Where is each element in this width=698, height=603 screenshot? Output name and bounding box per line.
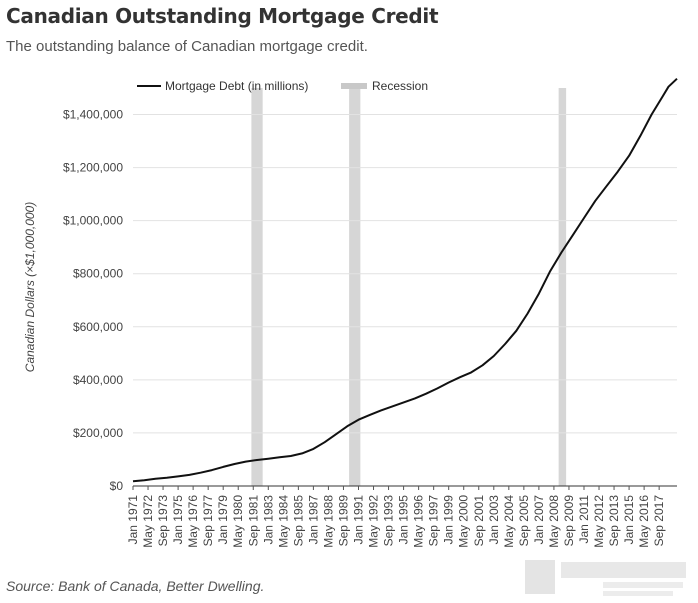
x-tick-label: Jan 2007 xyxy=(532,495,546,545)
y-tick-label: $400,000 xyxy=(73,373,123,387)
y-tick-label: $200,000 xyxy=(73,426,123,440)
gridlines xyxy=(133,114,677,487)
x-tick-label: May 2012 xyxy=(592,495,606,548)
x-tick-label: May 2016 xyxy=(637,495,651,548)
recession-band xyxy=(558,88,567,486)
legend-label-recession: Recession xyxy=(372,79,428,93)
x-tick-label: May 2008 xyxy=(547,495,561,548)
y-axis-label: Canadian Dollars (×$1,000,000) xyxy=(23,202,37,372)
x-tick-label: Jan 1971 xyxy=(126,495,140,545)
y-tick-label: $1,200,000 xyxy=(63,161,123,175)
x-tick-label: Sep 1977 xyxy=(201,495,215,547)
company-logo-icon xyxy=(525,560,686,596)
y-tick-label: $1,400,000 xyxy=(63,108,123,122)
chart-title: Canadian Outstanding Mortgage Credit xyxy=(6,4,439,28)
x-tick-label: Sep 2009 xyxy=(562,495,576,547)
x-tick-label: Jan 1987 xyxy=(306,495,320,545)
x-tick-label: Jan 2011 xyxy=(577,495,591,544)
x-tick-label: Sep 1997 xyxy=(427,495,441,547)
legend-label-mortgage-debt: Mortgage Debt (in millions) xyxy=(165,79,308,93)
y-tick-label: $600,000 xyxy=(73,320,123,334)
y-tick-label: $0 xyxy=(110,479,124,493)
x-tick-label: Sep 2013 xyxy=(607,495,621,547)
series-lines xyxy=(132,77,678,483)
x-tick-label: Sep 1985 xyxy=(291,495,305,547)
axes: $0 $200,000 $400,000 $600,000 $800,000 $1,000… xyxy=(23,108,666,548)
x-tick-label: May 1988 xyxy=(321,495,335,548)
x-tick-label: Sep 2001 xyxy=(472,495,486,547)
x-tick-label: May 1984 xyxy=(276,495,290,548)
x-tick-label: May 2000 xyxy=(457,495,471,548)
x-tick-label: Sep 2017 xyxy=(652,495,666,547)
legend-swatch-recession xyxy=(341,83,367,89)
x-tick-label: Sep 1989 xyxy=(336,495,350,547)
x-tick-label: May 1976 xyxy=(186,495,200,548)
x-tick-label: May 2004 xyxy=(502,495,516,548)
y-tick-label: $800,000 xyxy=(73,267,123,281)
x-tick-label: May 1996 xyxy=(412,495,426,548)
recession-band xyxy=(349,88,361,486)
x-tick-label: Jan 1999 xyxy=(442,495,456,545)
x-tick-label: Jan 1995 xyxy=(397,495,411,545)
mortgage-debt-line xyxy=(132,77,678,483)
x-tick-label: Jan 1991 xyxy=(351,495,365,545)
x-tick-label: Sep 2005 xyxy=(517,495,531,547)
x-tick-label: Jan 2003 xyxy=(487,495,501,545)
x-tick-label: Jan 1983 xyxy=(261,495,275,545)
x-tick-label: May 1972 xyxy=(141,495,155,548)
x-tick-label: Jan 1975 xyxy=(171,495,185,545)
recession-band xyxy=(251,88,263,486)
x-tick-label: Sep 1993 xyxy=(382,495,396,547)
y-tick-label: $1,000,000 xyxy=(63,214,123,228)
x-tick-label: Jan 1979 xyxy=(216,495,230,545)
x-tick-label: May 1980 xyxy=(231,495,245,548)
source-note: Source: Bank of Canada, Better Dwelling. xyxy=(6,578,265,594)
x-tick-label: Sep 1981 xyxy=(246,495,260,547)
x-tick-label: May 1992 xyxy=(367,495,381,548)
x-tick-label: Sep 1973 xyxy=(156,495,170,547)
legend: Mortgage Debt (in millions) Recession xyxy=(137,79,428,93)
x-tick-label: Jan 2015 xyxy=(622,495,636,545)
recession-bands xyxy=(251,88,567,486)
chart-subtitle: The outstanding balance of Canadian mort… xyxy=(6,38,368,55)
